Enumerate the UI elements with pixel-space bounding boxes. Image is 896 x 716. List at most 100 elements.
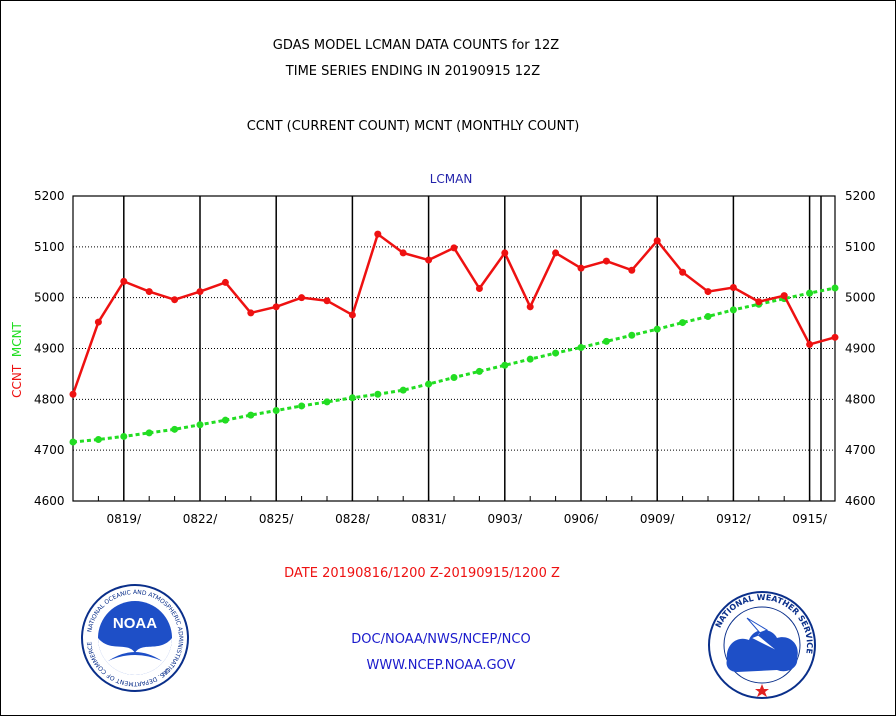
data-point-ccnt (628, 266, 636, 274)
y-tick-label-right: 4700 (845, 443, 876, 457)
data-point-mcnt (94, 435, 102, 443)
data-point-mcnt (602, 337, 610, 345)
data-point-ccnt (145, 288, 153, 296)
data-point-mcnt (145, 429, 153, 437)
data-point-mcnt (221, 416, 229, 424)
data-point-mcnt (704, 312, 712, 320)
data-point-ccnt (374, 230, 382, 238)
data-point-ccnt (729, 284, 737, 291)
y-tick-label-left: 4600 (34, 494, 65, 508)
x-tick-label: 0915/ (792, 512, 828, 526)
data-point-mcnt (501, 361, 509, 369)
y-tick-label-right: 4900 (845, 342, 876, 356)
data-point-ccnt (780, 292, 788, 300)
data-point-ccnt (577, 264, 585, 272)
data-point-mcnt (806, 289, 814, 297)
data-point-ccnt (602, 257, 610, 265)
data-point-ccnt (399, 249, 407, 257)
data-point-mcnt (298, 402, 306, 410)
data-point-ccnt (69, 390, 77, 398)
data-point-ccnt (552, 249, 560, 257)
data-point-mcnt (425, 380, 433, 388)
data-point-mcnt (628, 331, 636, 339)
series-line-mcnt (72, 286, 836, 444)
data-point-ccnt (272, 303, 280, 311)
data-point-ccnt (679, 268, 687, 276)
plot-frame (72, 195, 836, 502)
data-point-ccnt (348, 311, 356, 319)
noaa-logo: NOAA NATIONAL OCEANIC AND ATMOSPHERIC AD… (81, 584, 189, 692)
data-point-mcnt (729, 306, 737, 314)
x-tick-label: 0906/ (564, 512, 600, 526)
chart-subtitle: CCNT (CURRENT COUNT) MCNT (MONTHLY COUNT… (246, 119, 580, 134)
data-point-ccnt (298, 294, 306, 302)
data-point-ccnt (526, 303, 534, 311)
data-point-mcnt (552, 349, 560, 357)
y-tick-label-right: 4600 (845, 494, 876, 508)
y-tick-label-right: 5200 (845, 189, 876, 203)
x-tick-label: 0909/ (640, 512, 676, 526)
data-point-mcnt (272, 407, 280, 415)
y-tick-label-left: 5100 (34, 240, 65, 254)
data-point-ccnt (221, 278, 229, 286)
y-axis-title-ccnt: CCNT (10, 364, 24, 398)
x-tick-label: 0903/ (488, 512, 524, 526)
y-tick-label-left: 5000 (34, 291, 65, 305)
date-range-label: DATE 20190816/1200 Z-20190915/1200 Z (284, 566, 560, 581)
data-point-ccnt (755, 298, 763, 306)
nws-logo: NATIONAL WEATHER SERVICE (708, 591, 816, 699)
data-point-mcnt (399, 386, 407, 394)
data-point-ccnt (94, 318, 102, 326)
data-point-ccnt (501, 249, 509, 257)
data-point-ccnt (171, 296, 179, 304)
data-point-ccnt (653, 237, 661, 245)
chart-title-line1: GDAS MODEL LCMAN DATA COUNTS for 12Z (272, 38, 560, 53)
data-point-ccnt (120, 277, 128, 285)
x-tick-label: 0831/ (411, 512, 447, 526)
x-tick-label: 0819/ (107, 512, 143, 526)
data-point-ccnt (704, 288, 712, 296)
y-tick-label-right: 5000 (845, 291, 876, 305)
data-point-mcnt (348, 394, 356, 402)
data-point-ccnt (196, 288, 204, 296)
y-axis-title-mcnt: MCNT (10, 322, 24, 358)
data-point-mcnt (526, 355, 534, 363)
data-point-ccnt (831, 333, 839, 341)
y-tick-label-left: 4900 (34, 342, 65, 356)
data-point-mcnt (171, 425, 179, 433)
noaa-logo-text: NOAA (113, 615, 157, 632)
panel-label: LCMAN (429, 172, 473, 186)
data-point-mcnt (374, 390, 382, 398)
x-tick-label: 0828/ (335, 512, 371, 526)
data-point-ccnt (450, 244, 458, 252)
data-point-mcnt (450, 373, 458, 381)
data-point-mcnt (577, 343, 585, 351)
data-point-ccnt (425, 256, 433, 264)
chart-title-line2: TIME SERIES ENDING IN 20190915 12Z (285, 64, 541, 79)
footer-org: DOC/NOAA/NWS/NCEP/NCO (351, 632, 531, 647)
data-point-mcnt (120, 432, 128, 440)
data-point-mcnt (679, 319, 687, 327)
footer-url: WWW.NCEP.NOAA.GOV (366, 658, 516, 673)
y-tick-label-left: 5200 (34, 189, 65, 203)
data-point-mcnt (323, 398, 331, 406)
y-tick-label-left: 4800 (34, 392, 65, 406)
data-point-ccnt (247, 309, 255, 317)
x-tick-label: 0822/ (183, 512, 219, 526)
y-tick-label-right: 4800 (845, 392, 876, 406)
y-tick-label-right: 5100 (845, 240, 876, 254)
data-point-mcnt (475, 367, 483, 375)
data-point-mcnt (831, 284, 839, 292)
data-point-mcnt (247, 411, 255, 419)
data-point-mcnt (653, 325, 661, 333)
y-tick-label-left: 4700 (34, 443, 65, 457)
y-axis-title: CCNT MCNT (10, 322, 24, 398)
data-point-mcnt (196, 421, 204, 429)
x-tick-label: 0825/ (259, 512, 295, 526)
data-point-mcnt (69, 438, 77, 446)
x-tick-label: 0912/ (716, 512, 752, 526)
data-point-ccnt (806, 340, 814, 348)
data-point-ccnt (475, 285, 483, 293)
data-point-ccnt (323, 297, 331, 305)
